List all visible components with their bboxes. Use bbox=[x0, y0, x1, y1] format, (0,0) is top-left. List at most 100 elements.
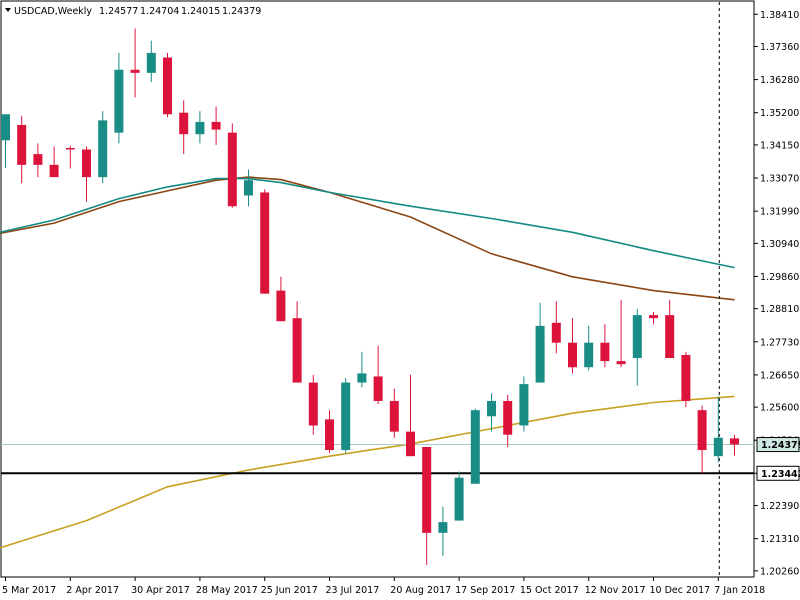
candle-body bbox=[98, 120, 108, 178]
candle bbox=[82, 146, 91, 202]
x-tick-label: 2 Apr 2017 bbox=[66, 585, 119, 596]
x-tick-label: 25 Jun 2017 bbox=[261, 585, 318, 596]
moving-average-line bbox=[0, 395, 735, 549]
candle bbox=[681, 351, 691, 408]
candle-body bbox=[211, 121, 221, 130]
header-high: 1.24704 bbox=[140, 6, 179, 17]
candle-body bbox=[49, 164, 59, 178]
candle-body bbox=[681, 354, 691, 401]
candle-body bbox=[292, 318, 302, 383]
candle bbox=[730, 434, 739, 456]
candle-body bbox=[487, 400, 496, 417]
candle-body bbox=[163, 57, 172, 115]
candle bbox=[163, 52, 172, 118]
candle-body bbox=[632, 315, 642, 359]
y-tick-label: 1.35200 bbox=[760, 108, 799, 119]
candle bbox=[33, 143, 43, 178]
candle bbox=[454, 471, 464, 521]
y-tick-label: 1.27730 bbox=[760, 337, 799, 348]
x-tick-label: 23 Jul 2017 bbox=[326, 585, 380, 596]
plot-frame bbox=[0, 0, 755, 578]
candle bbox=[470, 408, 480, 484]
candle-body bbox=[713, 437, 723, 457]
candle bbox=[65, 145, 75, 169]
y-tick-label: 1.26650 bbox=[760, 370, 799, 381]
x-tick-label: 20 Aug 2017 bbox=[390, 585, 451, 596]
candle-body bbox=[535, 325, 545, 383]
y-tick-label: 1.34150 bbox=[760, 140, 799, 151]
candle-body bbox=[227, 132, 237, 207]
y-tick-label: 1.22390 bbox=[760, 501, 799, 512]
candle bbox=[1, 114, 10, 168]
candle bbox=[649, 312, 658, 325]
candle-body bbox=[65, 147, 75, 150]
y-tick-label: 1.36280 bbox=[760, 75, 799, 86]
candle bbox=[584, 325, 594, 371]
candle bbox=[260, 189, 270, 294]
candle bbox=[373, 345, 383, 405]
candle bbox=[713, 396, 723, 463]
candle-body bbox=[584, 342, 594, 368]
candle bbox=[49, 146, 59, 178]
candle bbox=[487, 393, 496, 432]
candle-body bbox=[373, 376, 383, 401]
candle-body bbox=[665, 315, 675, 359]
candle bbox=[697, 405, 707, 474]
current-price-tag-text: 1.24379 bbox=[761, 440, 800, 451]
candle-body bbox=[308, 382, 318, 426]
candle-body bbox=[244, 180, 253, 196]
header-low: 1.24015 bbox=[181, 6, 220, 17]
x-tick-label: 10 Dec 2017 bbox=[650, 585, 711, 596]
candle-body bbox=[341, 382, 351, 451]
candle bbox=[616, 299, 626, 368]
candle-body bbox=[33, 154, 43, 165]
candle-body bbox=[146, 52, 156, 73]
candle bbox=[308, 374, 318, 435]
header-close: 1.24379 bbox=[222, 6, 261, 17]
candle-body bbox=[260, 192, 270, 294]
candle-body bbox=[649, 315, 658, 319]
candle-body bbox=[179, 112, 189, 135]
candle bbox=[211, 106, 221, 145]
candle-body bbox=[730, 438, 739, 445]
x-tick-label: 15 Oct 2017 bbox=[520, 585, 579, 596]
candle bbox=[389, 388, 399, 438]
candle bbox=[130, 28, 140, 98]
candle-body bbox=[1, 114, 10, 141]
candle bbox=[227, 123, 237, 208]
candle bbox=[325, 410, 334, 454]
x-tick-label: 12 Nov 2017 bbox=[585, 585, 646, 596]
y-tick-label: 1.28810 bbox=[760, 304, 799, 315]
y-tick-label: 1.31990 bbox=[760, 207, 799, 218]
candle bbox=[438, 506, 448, 556]
candle-body bbox=[438, 522, 448, 533]
candle-body bbox=[454, 477, 464, 521]
candle-body bbox=[616, 361, 626, 365]
candle-body bbox=[276, 290, 286, 322]
candle bbox=[341, 377, 351, 454]
candle-body bbox=[503, 400, 513, 435]
candle bbox=[114, 52, 124, 144]
candle bbox=[600, 324, 610, 368]
candle bbox=[503, 394, 513, 447]
candle-body bbox=[114, 69, 124, 133]
candle-body bbox=[470, 410, 480, 484]
moving-average-line bbox=[0, 177, 735, 269]
candle bbox=[519, 376, 529, 432]
candle bbox=[551, 301, 561, 354]
x-tick-label: 5 Mar 2017 bbox=[2, 585, 56, 596]
level-price-tag-text: 1.23442 bbox=[761, 469, 800, 480]
x-tick-label: 28 May 2017 bbox=[196, 585, 258, 596]
candle bbox=[406, 374, 415, 457]
candle-body bbox=[697, 410, 707, 451]
candle bbox=[422, 446, 432, 566]
candle bbox=[98, 111, 108, 184]
candle-body bbox=[519, 384, 529, 426]
candle-body bbox=[389, 400, 399, 432]
candle-body bbox=[17, 124, 27, 165]
y-tick-label: 1.38410 bbox=[760, 10, 799, 21]
dropdown-triangle-icon[interactable] bbox=[5, 8, 11, 12]
candle-body bbox=[195, 121, 205, 135]
current-price-tag-box bbox=[756, 437, 800, 453]
